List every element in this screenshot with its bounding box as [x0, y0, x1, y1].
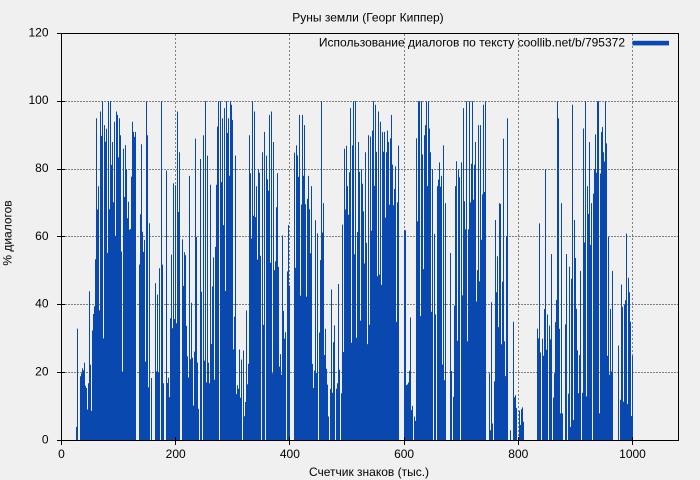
svg-text:20: 20: [35, 365, 49, 379]
svg-text:Использование диалогов по текс: Использование диалогов по тексту coollib…: [319, 36, 625, 50]
svg-text:60: 60: [35, 229, 49, 243]
svg-text:% диалогов: % диалогов: [1, 200, 15, 265]
svg-text:Счетчик знаков (тыс.): Счетчик знаков (тыс.): [309, 465, 429, 479]
svg-text:40: 40: [35, 297, 49, 311]
svg-text:1000: 1000: [619, 447, 646, 461]
svg-text:200: 200: [166, 447, 186, 461]
svg-text:800: 800: [508, 447, 528, 461]
svg-text:0: 0: [58, 447, 65, 461]
svg-text:80: 80: [35, 161, 49, 175]
svg-text:120: 120: [28, 25, 48, 39]
svg-text:400: 400: [280, 447, 300, 461]
svg-text:Руны земли (Георг Киппер): Руны земли (Георг Киппер): [292, 10, 443, 24]
svg-text:600: 600: [394, 447, 414, 461]
svg-text:100: 100: [28, 93, 48, 107]
svg-text:0: 0: [42, 432, 49, 446]
